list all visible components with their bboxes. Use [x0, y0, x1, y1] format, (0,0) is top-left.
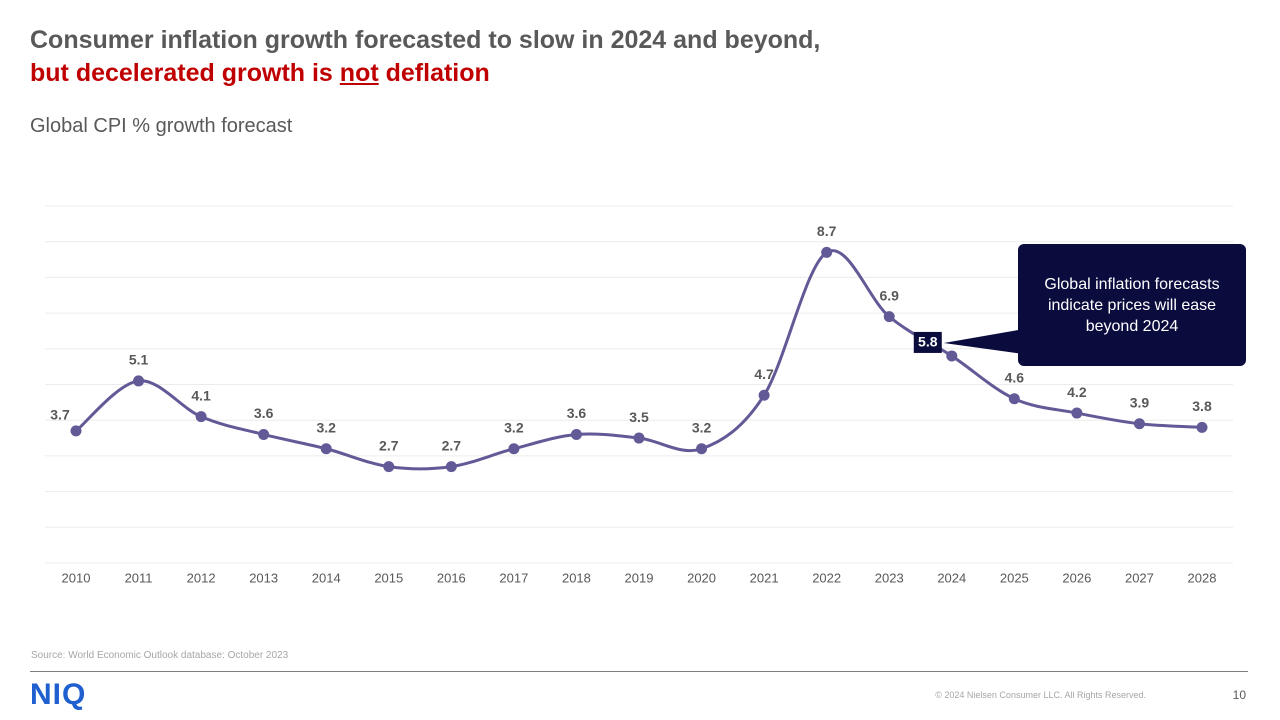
title-part: not [339, 59, 379, 87]
logo: NIQ [30, 678, 87, 711]
point [821, 246, 833, 258]
value-label: 3.6 [254, 405, 274, 421]
x-tick-label: 2010 [62, 570, 91, 585]
x-tick-label: 2025 [1000, 570, 1029, 585]
value-label: 5.8 [918, 334, 938, 350]
point [570, 428, 582, 440]
value-label: 3.2 [504, 419, 524, 435]
x-tick-label: 2020 [687, 570, 716, 585]
x-tick-label: 2017 [499, 570, 528, 585]
x-tick-label: 2026 [1062, 570, 1091, 585]
subtitle: Global CPI % growth forecast [30, 115, 293, 137]
title: Consumer inflation growth forecasted to … [30, 26, 821, 54]
point [508, 443, 520, 455]
x-tick-label: 2015 [374, 570, 403, 585]
title-part: deflation [385, 59, 490, 87]
source: Source: World Economic Outlook database:… [31, 650, 289, 661]
value-label: 3.9 [1130, 394, 1150, 410]
x-tick-label: 2014 [312, 570, 341, 585]
point [258, 428, 270, 440]
footer-rule [30, 671, 1248, 672]
point [696, 443, 708, 455]
value-label: 3.6 [567, 405, 587, 421]
value-label: 6.9 [879, 287, 899, 303]
page-number: 10 [1232, 688, 1246, 702]
x-tick-label: 2024 [937, 570, 966, 585]
point [445, 461, 457, 473]
x-tick-label: 2028 [1188, 570, 1217, 585]
point [383, 461, 395, 473]
copyright: © 2024 Nielsen Consumer LLC. All Rights … [935, 690, 1146, 700]
value-label: 4.2 [1067, 384, 1087, 400]
point [633, 432, 645, 444]
value-label: 3.2 [316, 419, 336, 435]
value-label: 3.5 [629, 409, 649, 425]
value-label: 8.7 [817, 223, 837, 239]
x-tick-label: 2011 [125, 570, 153, 585]
value-label: 2.7 [442, 437, 462, 453]
value-label: 3.2 [692, 419, 712, 435]
point [1071, 407, 1083, 419]
point [320, 443, 332, 455]
value-label: 3.8 [1192, 398, 1212, 414]
callout: Global inflation forecasts indicate pric… [1018, 244, 1246, 366]
x-tick-label: 2027 [1125, 570, 1154, 585]
x-tick-label: 2012 [187, 570, 216, 585]
value-label: 4.1 [191, 387, 211, 403]
x-tick-label: 2018 [562, 570, 591, 585]
point [1133, 418, 1145, 430]
title-emphasis: but decelerated growth is not deflation [30, 59, 490, 88]
point [946, 350, 958, 362]
value-label: 5.1 [129, 352, 149, 368]
x-tick-label: 2021 [750, 570, 779, 585]
x-tick-label: 2023 [875, 570, 904, 585]
point [195, 411, 207, 423]
value-label: 3.7 [50, 407, 70, 423]
point [758, 389, 770, 401]
point [883, 311, 895, 323]
point [70, 425, 82, 437]
x-tick-label: 2019 [625, 570, 654, 585]
title-part: but decelerated growth is [30, 59, 333, 87]
value-label: 4.6 [1005, 369, 1025, 385]
x-tick-label: 2016 [437, 570, 466, 585]
point [1196, 421, 1208, 433]
highlight-box [913, 331, 942, 353]
x-tick-label: 2022 [812, 570, 841, 585]
x-tick-label: 2013 [249, 570, 278, 585]
callout-pointer [943, 328, 1030, 355]
value-label: 4.7 [754, 366, 774, 382]
value-label: 2.7 [379, 437, 399, 453]
point [133, 375, 145, 387]
point [1008, 393, 1020, 405]
